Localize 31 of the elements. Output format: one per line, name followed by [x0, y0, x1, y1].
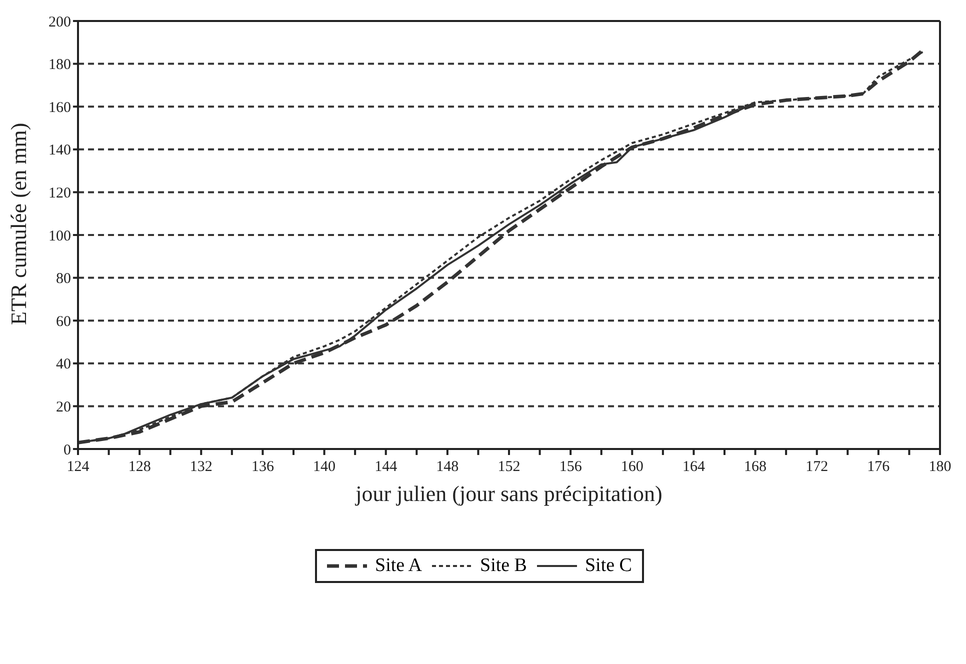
y-tick-label: 0 — [64, 442, 71, 458]
x-tick-label: 128 — [128, 459, 151, 475]
legend-label: Site A — [375, 555, 422, 577]
x-tick-label: 168 — [744, 459, 767, 475]
y-tick-label: 120 — [48, 186, 71, 202]
x-tick-label: 124 — [66, 459, 90, 475]
legend-label: Site B — [480, 555, 527, 577]
y-tick-label: 160 — [48, 100, 71, 116]
y-tick-label: 140 — [48, 142, 71, 159]
x-tick-label: 160 — [620, 459, 644, 475]
x-tick-label: 180 — [928, 459, 952, 475]
y-tick-label: 40 — [56, 356, 71, 373]
x-tick-label: 152 — [498, 459, 520, 475]
y-tick-label: 20 — [56, 400, 71, 416]
x-tick-label: 172 — [806, 459, 828, 475]
x-tick-label: 148 — [436, 459, 459, 475]
y-axis-title: ETR cumulée (en mm) — [6, 122, 31, 325]
x-tick-label: 164 — [682, 459, 706, 475]
x-tick-label: 156 — [559, 459, 582, 475]
x-tick-label: 132 — [190, 459, 212, 475]
y-tick-label: 80 — [56, 271, 71, 288]
y-tick-label: 60 — [56, 314, 71, 330]
x-tick-label: 144 — [374, 459, 398, 475]
x-axis-title: jour julien (jour sans précipitation) — [354, 481, 662, 506]
x-tick-label: 136 — [251, 459, 274, 475]
x-tick-label: 176 — [867, 459, 890, 475]
legend-label: Site C — [584, 555, 632, 577]
x-tick-label: 140 — [313, 459, 336, 475]
y-tick-label: 200 — [48, 14, 71, 30]
y-tick-label: 180 — [48, 57, 71, 74]
y-tick-label: 100 — [48, 228, 71, 244]
